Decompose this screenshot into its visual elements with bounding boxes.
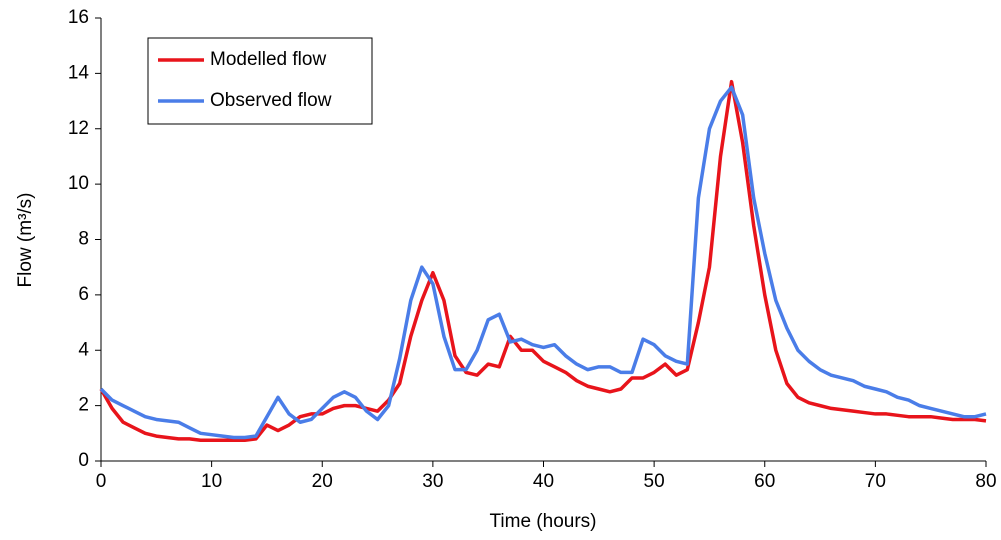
- y-tick-label: 6: [78, 284, 89, 305]
- y-tick-label: 0: [78, 450, 89, 471]
- x-tick-label: 80: [975, 471, 996, 492]
- legend-label: Modelled flow: [210, 49, 326, 70]
- x-axis-label: Time (hours): [490, 511, 597, 532]
- legend-box: [147, 37, 373, 125]
- x-tick-label: 70: [865, 471, 886, 492]
- x-tick-label: 60: [754, 471, 775, 492]
- legend-label: Observed flow: [210, 90, 332, 111]
- x-tick-label: 50: [644, 471, 665, 492]
- y-tick-label: 8: [78, 229, 89, 250]
- y-tick-label: 4: [78, 339, 89, 360]
- y-tick-label: 12: [68, 118, 89, 139]
- x-tick-label: 40: [533, 471, 554, 492]
- x-tick-label: 20: [312, 471, 333, 492]
- y-tick-label: 2: [78, 395, 89, 416]
- y-tick-label: 14: [68, 62, 90, 83]
- series-line: [99, 79, 987, 442]
- series-line: [99, 85, 987, 440]
- y-tick-label: 16: [68, 7, 89, 28]
- x-tick-label: 30: [422, 471, 443, 492]
- y-axis-label: Flow (m³/s): [15, 193, 36, 288]
- x-tick-label: 0: [96, 471, 107, 492]
- y-tick-label: 10: [68, 173, 89, 194]
- x-tick-label: 10: [201, 471, 222, 492]
